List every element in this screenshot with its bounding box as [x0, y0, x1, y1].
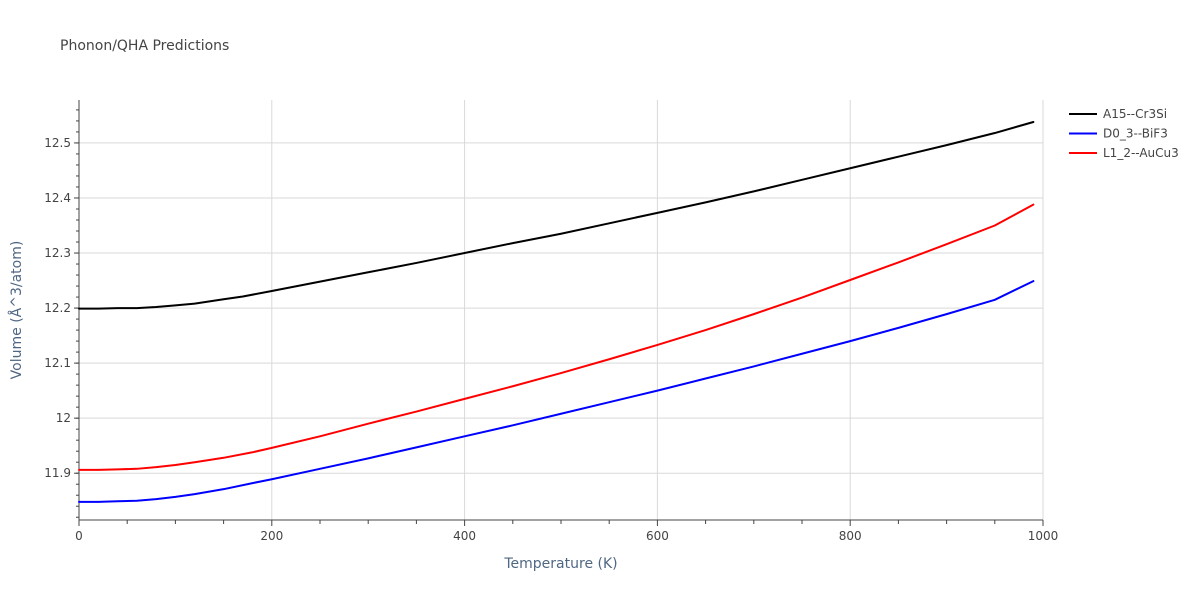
series-a15-cr3si: [78, 121, 1035, 310]
chart-title: Phonon/QHA Predictions: [60, 38, 229, 54]
legend-label: D0_3--BiF3: [1103, 127, 1168, 141]
legend[interactable]: A15--Cr3Si D0_3--BiF3 L1_2--AuCu3: [1069, 107, 1179, 160]
series-layer: [78, 121, 1035, 503]
series-line-a15-cr3si[interactable]: [78, 121, 1035, 310]
y-tick-label: 12.1: [44, 356, 71, 370]
y-tick-label: 12.2: [44, 301, 71, 315]
series-l1-2-aucu3: [78, 203, 1035, 471]
axes: 0 200 400 600 800 1000 11.9 12 12.1 12.2 12.3 12.4 1…: [44, 100, 1058, 543]
grid: [79, 100, 1044, 520]
legend-item-l1-2-aucu3[interactable]: L1_2--AuCu3: [1069, 146, 1179, 160]
y-tick-label: 12.3: [44, 246, 71, 260]
y-axis-title: Volume (Å^3/atom): [8, 241, 25, 380]
legend-item-a15-cr3si[interactable]: A15--Cr3Si: [1069, 107, 1167, 121]
series-d0-3-bif3: [78, 280, 1035, 503]
y-tick-label: 12.4: [44, 191, 71, 205]
x-tick-label: 800: [839, 529, 862, 543]
legend-label: A15--Cr3Si: [1103, 107, 1167, 121]
y-tick-label: 12.5: [44, 136, 71, 150]
x-tick-label: 200: [260, 529, 283, 543]
x-axis-title: Temperature (K): [503, 556, 617, 572]
series-line-d0-3-bif3[interactable]: [78, 280, 1035, 503]
x-tick-label: 400: [453, 529, 476, 543]
x-tick-label: 0: [75, 529, 83, 543]
x-tick-label: 1000: [1028, 529, 1059, 543]
legend-item-d0-3-bif3[interactable]: D0_3--BiF3: [1069, 127, 1168, 141]
x-tick-label: 600: [646, 529, 669, 543]
legend-label: L1_2--AuCu3: [1103, 146, 1179, 160]
series-line-l1-2-aucu3[interactable]: [78, 203, 1035, 471]
y-tick-label: 11.9: [44, 466, 71, 480]
y-tick-label: 12: [56, 411, 71, 425]
